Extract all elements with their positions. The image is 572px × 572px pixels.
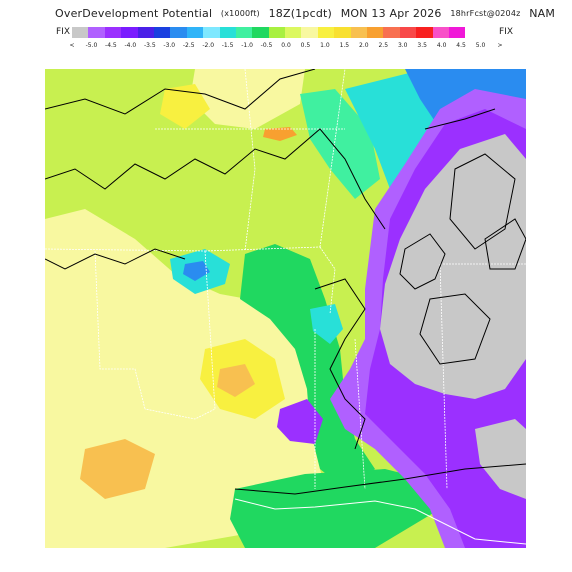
legend-tick-label: 0.0 bbox=[281, 42, 291, 49]
legend-swatch bbox=[285, 27, 302, 38]
legend-tick-label: -4.5 bbox=[105, 42, 117, 49]
legend-swatch bbox=[448, 27, 466, 38]
gulf-coastline bbox=[234, 498, 526, 545]
legend-swatch bbox=[367, 27, 384, 38]
forecast-map bbox=[45, 69, 526, 548]
orange-region bbox=[80, 439, 155, 499]
legend-tick-label: 5.0 bbox=[475, 42, 486, 49]
legend-swatch bbox=[88, 27, 105, 38]
legend-tick-label: -2.0 bbox=[202, 42, 215, 49]
legend-tick-label: 1.0 bbox=[320, 42, 330, 49]
legend-swatch bbox=[72, 27, 89, 38]
legend-swatch bbox=[219, 27, 236, 38]
legend-tick-label: -3.0 bbox=[163, 42, 176, 49]
units-label: (x1000ft) bbox=[220, 9, 260, 18]
legend-swatch bbox=[399, 27, 417, 38]
green-bottom bbox=[230, 469, 440, 548]
color-scale bbox=[72, 27, 466, 38]
date-label: MON 13 Apr 2026 bbox=[340, 7, 442, 20]
legend-tick-label: -4.0 bbox=[124, 42, 137, 49]
gray-core bbox=[380, 134, 526, 399]
legend-fix-left: FIX bbox=[56, 27, 70, 37]
legend-swatch bbox=[252, 27, 269, 38]
legend-swatch bbox=[301, 27, 318, 38]
teal-blob-central bbox=[310, 304, 343, 344]
pale-yellow-north bbox=[190, 69, 305, 129]
legend-tick-label: 2.5 bbox=[378, 42, 389, 49]
legend-swatch bbox=[153, 27, 171, 38]
gray-southeast bbox=[475, 419, 526, 499]
yellow-region bbox=[160, 84, 210, 129]
product-name: OverDevelopment Potential bbox=[55, 7, 213, 20]
legend-swatch bbox=[334, 27, 351, 38]
legend-swatch bbox=[350, 27, 368, 38]
legend-swatch bbox=[104, 27, 122, 38]
legend-swatch bbox=[170, 27, 187, 38]
legend-tick-label: 1.5 bbox=[339, 42, 350, 49]
model-label: NAM bbox=[529, 7, 556, 20]
legend-tick-label: 4.5 bbox=[456, 42, 466, 49]
legend-swatch bbox=[383, 27, 400, 38]
legend-tick-label: > bbox=[497, 42, 503, 49]
legend-tick-label: -1.0 bbox=[241, 42, 253, 49]
legend-tick-label: 2.0 bbox=[359, 42, 369, 49]
legend-swatch bbox=[186, 27, 204, 38]
forecast-label: 18hrFcst@0204z bbox=[450, 9, 521, 18]
orange-region-small bbox=[217, 364, 255, 397]
blue-blob-west bbox=[183, 261, 210, 281]
legend-swatch bbox=[432, 27, 449, 38]
legend-tick-label: 3.5 bbox=[417, 42, 427, 49]
legend-swatch bbox=[235, 27, 253, 38]
orange-spot-north bbox=[263, 127, 297, 141]
legend-swatch bbox=[137, 27, 154, 38]
state-borders bbox=[45, 69, 526, 490]
legend-swatch bbox=[203, 27, 220, 38]
legend-swatch bbox=[121, 27, 138, 38]
legend-tick-label: -0.5 bbox=[260, 42, 273, 49]
legend-tick-label: 4.0 bbox=[436, 42, 447, 49]
contour-lines bbox=[45, 69, 526, 495]
green-band-north bbox=[300, 89, 380, 199]
green-band bbox=[240, 244, 375, 489]
legend-tick-label: < bbox=[69, 42, 75, 49]
legend-tick-label: -2.5 bbox=[182, 42, 195, 49]
legend-tick-label: 0.5 bbox=[300, 42, 311, 49]
legend-tick-label: -1.5 bbox=[221, 42, 234, 49]
purple-blob-southwest bbox=[277, 399, 323, 444]
legend-tick-label: -3.5 bbox=[143, 42, 156, 49]
color-scale-ticks: < -5.0 -4.5 -4.0 -3.5 -3.0 -2.5 -2.0 -1.5 -1.0 -0.… bbox=[62, 42, 512, 52]
legend-tick-label: -5.0 bbox=[85, 42, 98, 49]
legend-swatch bbox=[268, 27, 286, 38]
valid-time: 18Z(1pcdt) bbox=[268, 7, 333, 20]
legend-tick-label: 3.0 bbox=[397, 42, 408, 49]
legend-swatch bbox=[317, 27, 335, 38]
map-title: OverDevelopment Potential (x1000ft) 18Z(… bbox=[55, 7, 560, 20]
legend-fix-right: FIX bbox=[499, 27, 513, 37]
legend-swatch bbox=[416, 27, 433, 38]
